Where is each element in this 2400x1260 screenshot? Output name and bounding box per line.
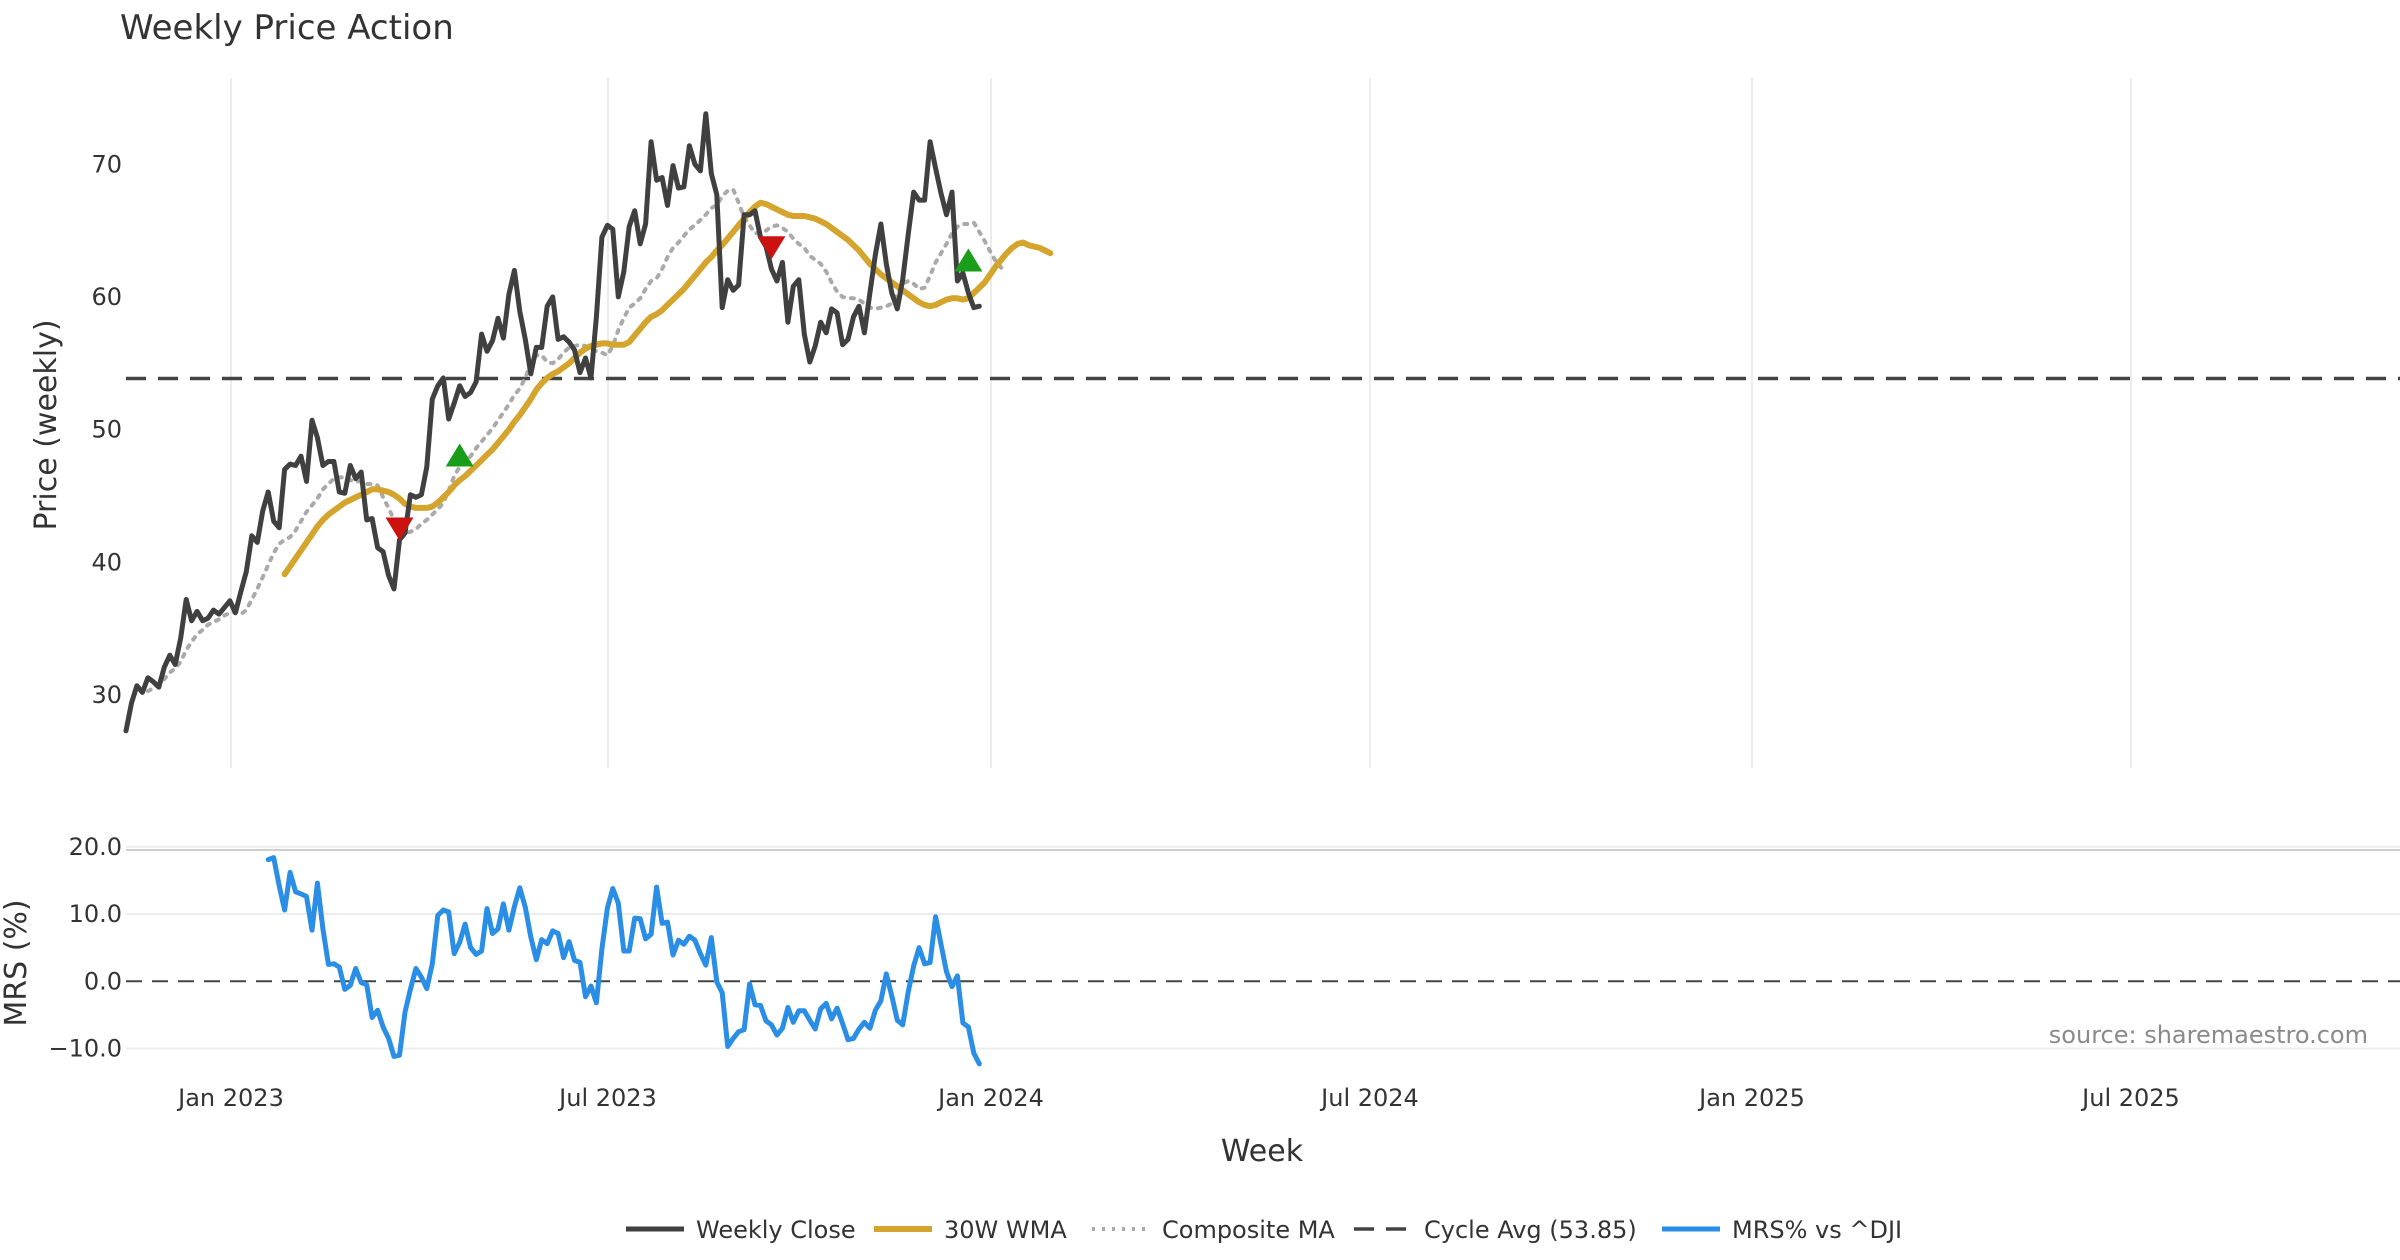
mrs-line [265,855,982,1067]
chart-legend: Weekly Close 30W WMA Composite MA Cycle Avg… [626,1216,1902,1244]
chart-title: Weekly Price Action [120,8,454,48]
x-axis-ticks: Jan 2023 Jul 2023 Jan 2024 Jul 2024 Jan 2025… [176,1084,2180,1112]
price-y-tick-label: 60 [91,283,122,311]
price-panel: 30 40 50 60 70 [91,78,2400,768]
x-tick-label: Jul 2024 [1319,1084,1419,1112]
price-y-tick-label: 50 [91,416,122,444]
price-y-tick-label: 70 [91,150,122,178]
legend-weekly-close-label: Weekly Close [696,1216,856,1244]
legend-30w-wma-label: 30W WMA [944,1216,1067,1244]
buy-signal-marker [954,248,983,272]
sell-signal-marker [757,236,786,260]
legend-mrs-label: MRS% vs ^DJI [1732,1216,1902,1244]
price-y-tick-label: 40 [91,548,122,576]
mrs-y-axis-label: MRS (%) [0,899,34,1026]
mrs-y-tick-label: 0.0 [84,967,122,995]
weekly-close-line [123,111,982,734]
x-tick-label: Jul 2023 [557,1084,657,1112]
wma-30w-line [281,199,1054,578]
buy-signal-marker [445,443,474,467]
sell-signal-marker [385,517,414,541]
mrs-y-tick-label: 10.0 [69,900,122,928]
mrs-panel: −10.0 0.0 10.0 20.0 [48,833,2400,1067]
mrs-y-tick-label: −10.0 [48,1034,122,1062]
legend-cycle-avg-label: Cycle Avg (53.85) [1424,1216,1637,1244]
source-label: source: sharemaestro.com [2049,1021,2368,1049]
price-y-tick-label: 30 [91,681,122,709]
price-y-axis-label: Price (weekly) [29,319,64,530]
x-tick-label: Jan 2023 [176,1084,284,1112]
x-tick-label: Jan 2024 [936,1084,1044,1112]
mrs-y-tick-label: 20.0 [69,833,122,861]
x-axis-label: Week [1221,1134,1304,1169]
legend-composite-ma-label: Composite MA [1162,1216,1335,1244]
x-tick-label: Jul 2025 [2080,1084,2180,1112]
x-tick-label: Jan 2025 [1697,1084,1805,1112]
